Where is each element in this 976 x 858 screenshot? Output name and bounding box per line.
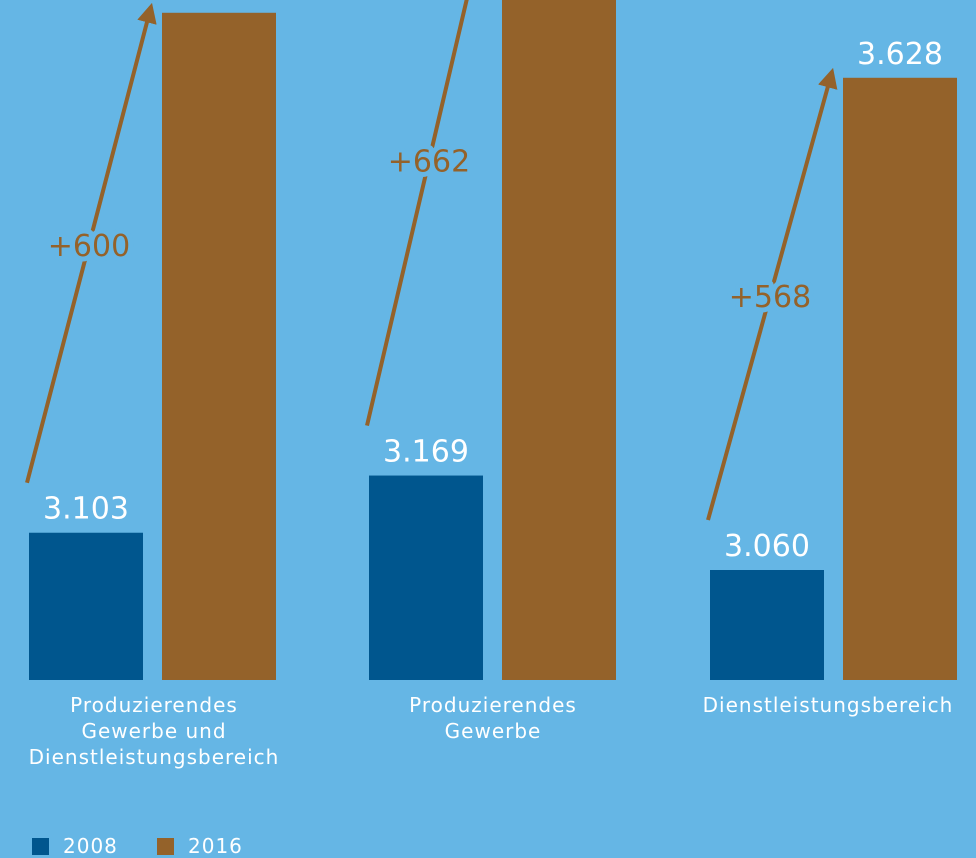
value-label-2008-3: 3.060: [724, 529, 810, 564]
difference-arrow-2: [365, 0, 469, 427]
bar-2008-2: [369, 475, 483, 680]
legend-item-2008: 2008: [32, 834, 118, 858]
difference-label-halo-3: +568: [729, 280, 811, 315]
bar-2016-3: [843, 77, 957, 680]
difference-label-3: +568: [729, 280, 811, 315]
category-label-3: Dienstleistungsbereich: [702, 693, 954, 717]
legend-label-2016: 2016: [188, 834, 243, 858]
bar-2016-1: [162, 12, 276, 680]
difference-label-halo-1: +600: [48, 229, 130, 264]
difference-label-halo-2: +662: [388, 145, 470, 180]
bar-2008-1: [29, 532, 143, 680]
bar-2008-3: [710, 570, 824, 680]
legend-swatch-2008: [32, 837, 49, 855]
difference-label-2: +662: [388, 145, 470, 180]
legend-label-2008: 2008: [63, 834, 118, 858]
bar-2016-2: [502, 0, 616, 680]
category-label-2: Produzierendes Gewerbe: [409, 693, 577, 743]
difference-label-1: +600: [48, 229, 130, 264]
difference-arrow-3: [706, 67, 838, 521]
legend-swatch-2016: [157, 837, 174, 855]
difference-arrow-1: [25, 2, 157, 484]
value-label-2008-1: 3.103: [43, 492, 129, 527]
value-label-2016-1: 3.703: [176, 0, 262, 7]
category-label-1: Produzierendes Gewerbe und Dienstleistun…: [28, 693, 280, 769]
legend-item-2016: 2016: [157, 834, 243, 858]
value-label-2008-2: 3.169: [383, 435, 469, 470]
value-label-2016-3: 3.628: [857, 37, 943, 72]
